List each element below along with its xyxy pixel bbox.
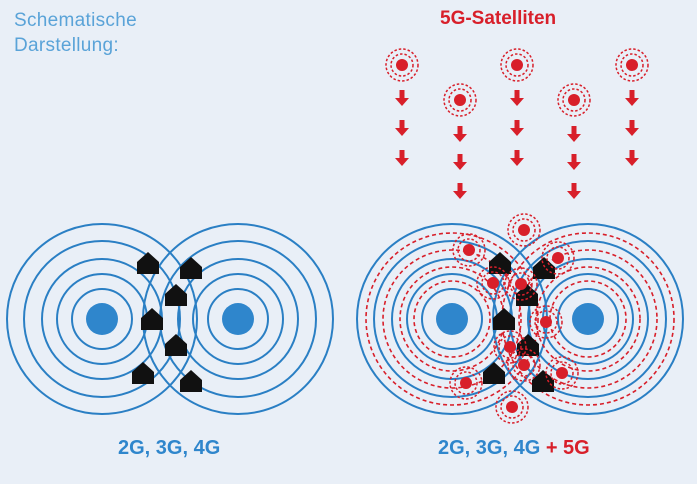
down-arrow-icon <box>510 120 524 136</box>
down-arrow-icon <box>510 90 524 106</box>
down-arrow-icon <box>453 154 467 170</box>
satellite-signal-icon <box>385 48 419 82</box>
down-arrow-icon <box>510 150 524 166</box>
satellite-signal-icon <box>545 356 579 390</box>
schematic-label: Schematische Darstellung: <box>14 8 137 58</box>
downlink-arrows <box>395 90 639 199</box>
satellite-signal-icon <box>449 366 483 400</box>
left-tower-1 <box>86 303 118 335</box>
house-icon <box>137 252 159 274</box>
house-icon <box>489 252 511 274</box>
satellite-signal-icon <box>495 390 529 424</box>
satellite-signal-icon <box>541 241 575 275</box>
house-icon <box>180 257 202 279</box>
house-icon <box>532 370 554 392</box>
right-network-diagram <box>356 223 684 415</box>
down-arrow-icon <box>567 183 581 199</box>
down-arrow-icon <box>395 90 409 106</box>
down-arrow-icon <box>625 150 639 166</box>
right-caption-5g: + 5G <box>540 437 590 459</box>
house-icon <box>483 362 505 384</box>
satellite-signal-icon <box>615 48 649 82</box>
down-arrow-icon <box>625 120 639 136</box>
schematic-label-line2: Darstellung: <box>14 35 119 56</box>
house-icon <box>165 284 187 306</box>
down-arrow-icon <box>453 183 467 199</box>
house-icon <box>165 334 187 356</box>
down-arrow-icon <box>567 154 581 170</box>
left-network-diagram <box>6 223 334 415</box>
right-tower-2 <box>572 303 604 335</box>
down-arrow-icon <box>395 120 409 136</box>
down-arrow-icon <box>395 150 409 166</box>
left-tower-2-rings <box>142 223 334 415</box>
satellite-signal-icon <box>557 83 591 117</box>
right-caption-main: 2G, 3G, 4G <box>438 437 541 459</box>
right-5g-dashed-rings <box>365 232 675 406</box>
house-icon <box>517 334 539 356</box>
schematic-label-line1: Schematische <box>14 10 137 31</box>
satellite-signal-icon <box>476 266 510 300</box>
right-tower-1 <box>436 303 468 335</box>
satellite-signal-icon <box>443 83 477 117</box>
down-arrow-icon <box>567 126 581 142</box>
down-arrow-icon <box>453 126 467 142</box>
satellites-heading: 5G-Satelliten <box>440 8 557 29</box>
right-caption: 2G, 3G, 4G + 5G <box>438 437 590 460</box>
satellite-signal-icon <box>500 48 534 82</box>
down-arrow-icon <box>625 90 639 106</box>
left-houses <box>132 252 202 392</box>
left-tower-2 <box>222 303 254 335</box>
left-caption: 2G, 3G, 4G <box>118 437 221 459</box>
house-icon <box>132 362 154 384</box>
left-tower-1-rings <box>6 223 198 415</box>
